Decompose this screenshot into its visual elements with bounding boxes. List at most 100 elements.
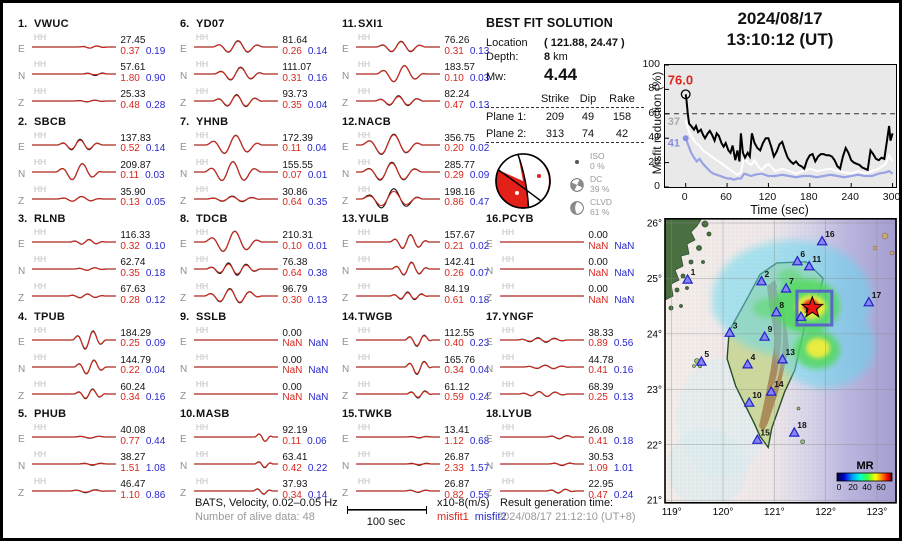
waveform-traces (355, 462, 440, 466)
station-marker-15: 15 (751, 427, 770, 444)
strike-header: Strike (540, 92, 570, 105)
component-label: N (180, 168, 188, 180)
component-row: E HH 40.08 0.77 0.44 (18, 422, 178, 450)
component-label: Z (180, 488, 187, 499)
misfit2-value: 0.14 (307, 45, 328, 57)
waveform-traces (355, 161, 440, 181)
component-row: Z HH 68.39 0.25 0.13 (486, 379, 646, 407)
trace-values: 84.19 0.61 0.18 (440, 284, 502, 306)
component-label: Z (342, 98, 349, 109)
waveform-plot: HH (355, 130, 440, 158)
misfit1-value: 0.07 (282, 170, 302, 181)
station-header: 18.LYUB (486, 408, 646, 423)
misfit1-value: 0.13 (120, 197, 140, 208)
misfit-x-axis-title: Time (sec) (750, 203, 809, 217)
misfit2-value: 1.57 (469, 462, 490, 474)
location-value: ( 121.88, 24.47 ) (544, 37, 625, 49)
component-label: E (342, 141, 349, 153)
channel-label: HH (33, 254, 47, 264)
station-marker-1: 1 (681, 267, 696, 284)
waveform-plot: HH (355, 32, 440, 60)
misfit1-value: 0.10 (282, 240, 302, 252)
component-row: E HH 137.83 0.52 0.14 (18, 130, 178, 158)
misfit1-value: 0.22 (120, 365, 140, 376)
svg-text:120°: 120° (713, 507, 734, 518)
china-coast (665, 218, 712, 311)
waveform-traces (499, 364, 584, 369)
trace-values: 0.00 NaN NaN (278, 328, 340, 350)
waveform-plot: HH (193, 227, 278, 255)
misfit2-value: 1.08 (145, 462, 166, 474)
channel-label: HH (357, 378, 371, 389)
synthetic-trace (193, 40, 278, 53)
component-row: Z HH 25.33 0.48 0.28 (18, 86, 178, 114)
channel-label: HH (33, 281, 47, 291)
station-block: 7. YHNB E HH 172.39 0.11 0.04 N HH (180, 116, 340, 214)
station-marker-8: 8 (770, 300, 784, 317)
taiwan-station-map: 123456789101112131415161718 MR 0 20 40 6… (647, 218, 897, 518)
misfit2-value: 0.22 (307, 462, 328, 474)
location-label: Location (486, 37, 528, 49)
waveform-traces (31, 45, 116, 49)
station-marker-2: 2 (755, 269, 770, 286)
waveform-traces (193, 287, 278, 304)
trace-values: 27.45 0.37 0.19 (116, 35, 178, 57)
station-name: TPUB (34, 310, 66, 323)
component-row: N HH 285.77 0.29 0.09 (342, 157, 502, 185)
component-row: Z HH 0.00 NaN NaN (180, 379, 340, 407)
channel-label: HH (195, 449, 209, 459)
misfit2-value: 0.04 (307, 143, 327, 154)
white-value-label: 37 (668, 116, 680, 128)
depth-label: Depth: (486, 51, 519, 63)
station-number: 14. (342, 310, 358, 323)
misfit2-value: 0.10 (145, 240, 166, 252)
station-number: 4. (18, 310, 28, 323)
station-name: SSLB (196, 310, 227, 323)
waveform-plot: HH (355, 476, 440, 504)
synthetic-trace (31, 267, 116, 271)
channel-label: HH (33, 227, 47, 237)
misfit1-value: 0.64 (282, 267, 302, 279)
trace-values: 111.07 0.31 0.16 (278, 62, 340, 84)
svg-text:17: 17 (872, 290, 882, 300)
waveform-traces (31, 162, 116, 180)
station-header: 5. PHUB (18, 408, 178, 423)
map-axis-labels: 119° 120° 121° 122° 123° 26° 25° 24° 23° 22° 21° (647, 218, 887, 518)
waveform-plot: HH (31, 254, 116, 282)
component-label: E (180, 141, 187, 153)
station-header: 4. TPUB (18, 311, 178, 326)
component-row: N HH 142.41 0.26 0.07 (342, 254, 502, 282)
waveform-traces (355, 65, 440, 83)
misfit1-value: NaN (588, 240, 609, 252)
svg-text:40: 40 (862, 482, 872, 492)
channel-label: HH (501, 281, 515, 291)
component-label: Z (180, 195, 187, 207)
station-block: 8. TDCB E HH 210.31 0.10 0.01 N HH (180, 213, 340, 311)
focal-mechanism-beachball (495, 153, 551, 209)
channel-label: HH (195, 351, 209, 362)
trace-values: 46.47 1.10 0.86 (116, 479, 178, 501)
station-number: 18. (486, 408, 502, 420)
waveform-plot: HH (31, 227, 116, 255)
misfit1-value: 0.52 (120, 143, 140, 154)
station-marker-3: 3 (724, 320, 738, 337)
trace-values: 25.33 0.48 0.28 (116, 89, 178, 111)
station-header: 2. SBCB (18, 116, 178, 131)
station-number: 3. (18, 213, 28, 225)
amplitude-value: 30.86 (282, 186, 308, 198)
amplitude-units-label: x10-8(m/s) (437, 497, 490, 509)
station-header: 1. VWUC (18, 18, 178, 33)
waveform-traces (355, 95, 440, 107)
channel-label: HH (195, 86, 209, 96)
misfit2-value: 0.68 (469, 435, 490, 447)
misfit2-value: 0.13 (469, 45, 490, 57)
trace-values: 82.24 0.47 0.13 (440, 89, 502, 111)
component-label: E (180, 336, 187, 348)
channel-label: HH (357, 476, 371, 486)
result-time-label: Result generation time: (500, 497, 614, 509)
component-label: Z (18, 488, 25, 499)
clvd-beachball-icon (570, 200, 584, 215)
synthetic-trace (31, 388, 116, 399)
waveform-traces (499, 390, 584, 397)
misfit2-value: 0.09 (469, 170, 490, 181)
